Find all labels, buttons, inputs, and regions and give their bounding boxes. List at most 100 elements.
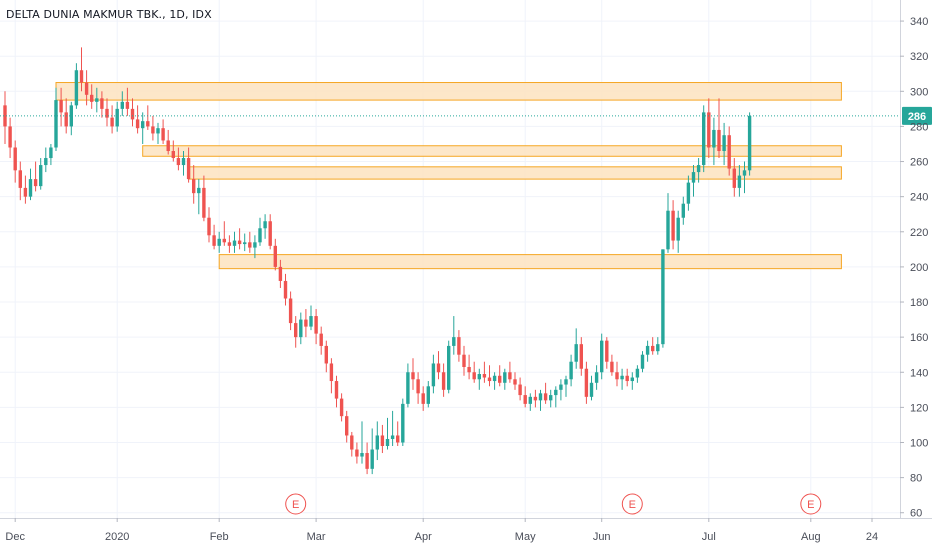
candle-body[interactable] — [345, 416, 349, 436]
candle-body[interactable] — [452, 337, 456, 346]
candle-body[interactable] — [436, 363, 441, 373]
candle-body[interactable] — [549, 395, 553, 401]
candle-body[interactable] — [355, 449, 359, 457]
candle-body[interactable] — [115, 108, 119, 127]
candle-body[interactable] — [508, 372, 512, 380]
candle-body[interactable] — [503, 372, 507, 383]
candle-body[interactable] — [416, 379, 420, 394]
candle-body[interactable] — [151, 126, 155, 134]
earnings-marker[interactable] — [285, 493, 307, 515]
earnings-marker[interactable] — [800, 493, 822, 515]
support-resistance-zone[interactable] — [55, 82, 842, 101]
candle-body[interactable] — [222, 238, 226, 243]
candle-body[interactable] — [304, 319, 308, 327]
candle-body[interactable] — [467, 366, 471, 373]
candle-body[interactable] — [696, 165, 701, 173]
candle-body[interactable] — [334, 381, 339, 399]
candle-body[interactable] — [457, 337, 461, 355]
candle-body[interactable] — [237, 240, 242, 245]
candle-body[interactable] — [79, 70, 84, 83]
candle-body[interactable] — [691, 172, 696, 183]
candle-body[interactable] — [166, 140, 170, 152]
candle-body[interactable] — [385, 438, 390, 447]
candle-body[interactable] — [676, 217, 680, 241]
candle-body[interactable] — [39, 165, 43, 187]
candle-body[interactable] — [64, 112, 68, 127]
candle-body[interactable] — [589, 382, 594, 397]
candle-body[interactable] — [472, 372, 476, 380]
candle-body[interactable] — [513, 379, 517, 385]
candle-body[interactable] — [171, 151, 175, 159]
candle-body[interactable] — [605, 340, 609, 362]
candle-body[interactable] — [370, 449, 374, 469]
candle-body[interactable] — [202, 187, 206, 218]
earnings-marker[interactable] — [621, 493, 643, 515]
candle-body[interactable] — [447, 345, 451, 390]
candle-body[interactable] — [288, 298, 293, 324]
candle-body[interactable] — [737, 175, 742, 188]
candle-body[interactable] — [401, 403, 405, 443]
candle-body[interactable] — [181, 158, 186, 166]
candle-body[interactable] — [717, 129, 721, 152]
candle-body[interactable] — [426, 386, 430, 404]
candle-body[interactable] — [212, 235, 216, 246]
candle-body[interactable] — [44, 158, 48, 166]
candle-body[interactable] — [299, 319, 303, 338]
candle-body[interactable] — [732, 168, 736, 188]
candle-body[interactable] — [380, 435, 385, 447]
candle-body[interactable] — [309, 316, 313, 327]
candle-body[interactable] — [477, 374, 481, 380]
candle-body[interactable] — [742, 170, 747, 176]
candle-body[interactable] — [18, 170, 22, 188]
candle-body[interactable] — [90, 94, 94, 102]
candle-body[interactable] — [707, 112, 711, 148]
candle-body[interactable] — [482, 374, 487, 378]
candle-body[interactable] — [574, 344, 578, 362]
candle-body[interactable] — [135, 119, 140, 129]
candle-body[interactable] — [278, 266, 283, 281]
candle-body[interactable] — [360, 453, 364, 457]
candle-body[interactable] — [686, 182, 691, 204]
candle-body[interactable] — [554, 389, 558, 396]
candle-body[interactable] — [319, 333, 323, 346]
candle-body[interactable] — [396, 435, 400, 443]
candle-body[interactable] — [584, 368, 589, 397]
candle-body[interactable] — [538, 393, 543, 401]
support-resistance-zone[interactable] — [142, 145, 842, 157]
candle-body[interactable] — [8, 126, 12, 148]
candle-body[interactable] — [3, 105, 7, 127]
candle-body[interactable] — [600, 340, 604, 373]
candle-body[interactable] — [217, 238, 221, 246]
candle-body[interactable] — [49, 147, 53, 159]
candle-body[interactable] — [645, 345, 650, 355]
candle-body[interactable] — [594, 372, 599, 383]
candle-body[interactable] — [84, 82, 89, 95]
candle-body[interactable] — [492, 375, 497, 382]
candle-body[interactable] — [651, 345, 655, 352]
candle-body[interactable] — [543, 393, 548, 401]
candle-body[interactable] — [671, 210, 675, 241]
candle-body[interactable] — [350, 435, 354, 450]
candle-body[interactable] — [656, 344, 660, 352]
candle-body[interactable] — [441, 372, 446, 390]
candle-body[interactable] — [268, 221, 272, 246]
candle-body[interactable] — [110, 117, 114, 127]
candle-body[interactable] — [54, 100, 58, 148]
candle-body[interactable] — [176, 158, 181, 166]
candle-body[interactable] — [263, 221, 267, 229]
candle-body[interactable] — [712, 129, 716, 148]
candle-body[interactable] — [253, 242, 257, 248]
candle-body[interactable] — [518, 384, 522, 396]
candle-body[interactable] — [533, 396, 538, 401]
candle-body[interactable] — [681, 203, 685, 218]
candle-body[interactable] — [339, 398, 344, 417]
candle-body[interactable] — [635, 368, 640, 378]
candle-body[interactable] — [324, 345, 328, 364]
candle-body[interactable] — [28, 179, 33, 197]
candle-body[interactable] — [130, 108, 135, 120]
candle-body[interactable] — [33, 179, 38, 187]
candle-body[interactable] — [365, 453, 369, 469]
candle-body[interactable] — [411, 372, 415, 380]
candle-body[interactable] — [625, 375, 629, 382]
